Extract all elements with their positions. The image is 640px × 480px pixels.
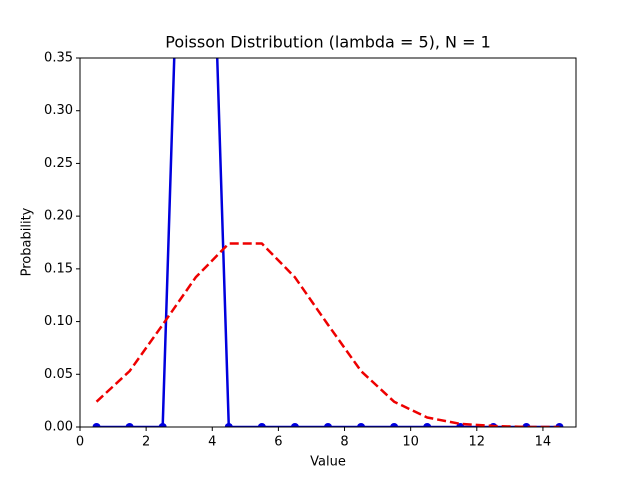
y-tick-label: 0.15	[44, 261, 73, 276]
y-tick-label: 0.20	[44, 209, 73, 224]
y-tick-label: 0.10	[44, 314, 73, 329]
point	[390, 423, 399, 427]
point	[158, 423, 167, 427]
point	[257, 423, 266, 427]
y-tick-label: 0.25	[44, 156, 73, 171]
point	[324, 423, 332, 427]
y-tick-label: 0.35	[44, 51, 73, 66]
point	[92, 423, 101, 427]
point	[125, 423, 134, 427]
point	[224, 423, 233, 427]
x-tick-label: 4	[208, 435, 216, 450]
y-tick-label: 0.00	[44, 420, 73, 435]
x-tick-label: 10	[402, 435, 419, 450]
line-series	[96, 58, 560, 427]
x-axis-label: Value	[310, 455, 346, 470]
x-tick-label: 0	[76, 435, 84, 450]
y-tick-label: 0.30	[44, 103, 73, 118]
chart-title: Poisson Distribution (lambda = 5), N = 1	[165, 33, 491, 52]
point	[290, 423, 299, 427]
x-tick-label: 2	[142, 435, 150, 450]
plot-area	[92, 58, 564, 427]
line-series	[95, 242, 560, 427]
x-tick-label: 14	[535, 435, 552, 450]
x-tick-label: 12	[469, 435, 486, 450]
x-tick-label: 6	[274, 435, 282, 450]
y-axis-label: Probability	[20, 207, 35, 276]
point	[357, 423, 366, 427]
y-tick-label: 0.05	[44, 367, 73, 382]
point	[423, 423, 432, 427]
axes-frame	[79, 57, 577, 428]
x-tick-label: 8	[340, 435, 348, 450]
